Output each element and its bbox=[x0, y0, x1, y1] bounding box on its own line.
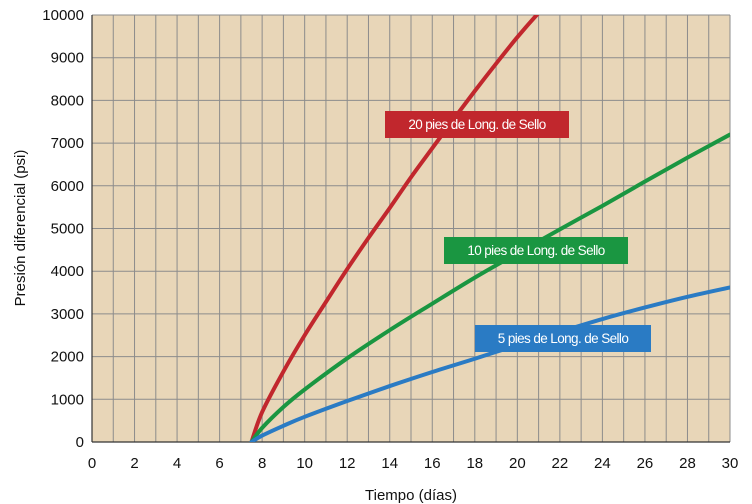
series-label-box bbox=[385, 111, 569, 138]
y-tick-label: 9000 bbox=[51, 50, 84, 67]
y-tick-label: 2000 bbox=[51, 349, 84, 366]
series-label-box bbox=[475, 325, 651, 352]
y-tick-label: 10000 bbox=[42, 7, 84, 24]
y-tick-label: 5000 bbox=[51, 221, 84, 238]
x-tick-label: 14 bbox=[381, 455, 398, 472]
series-label-box bbox=[444, 237, 628, 264]
y-tick-label: 3000 bbox=[51, 306, 84, 323]
x-tick-label: 20 bbox=[509, 455, 526, 472]
series-label-20ft: 20 pies de Long. de Sello bbox=[385, 111, 569, 138]
y-axis-ticks: 0 1000 2000 3000 4000 5000 6000 7000 8000 9000 100… bbox=[42, 7, 84, 451]
x-tick-label: 4 bbox=[173, 455, 181, 472]
x-tick-label: 28 bbox=[679, 455, 696, 472]
x-tick-label: 26 bbox=[637, 455, 654, 472]
series-lines bbox=[249, 15, 730, 442]
y-tick-label: 6000 bbox=[51, 178, 84, 195]
y-tick-label: 4000 bbox=[51, 263, 84, 280]
x-tick-label: 16 bbox=[424, 455, 441, 472]
x-tick-label: 8 bbox=[258, 455, 266, 472]
y-tick-label: 8000 bbox=[51, 92, 84, 109]
series-line-20ft bbox=[249, 15, 540, 442]
series-line-5ft bbox=[249, 285, 730, 442]
x-tick-label: 2 bbox=[130, 455, 138, 472]
x-tick-label: 24 bbox=[594, 455, 611, 472]
series-label-10ft: 10 pies de Long. de Sello bbox=[444, 237, 628, 264]
series-label-text: 5 pies de Long. de Sello bbox=[498, 331, 629, 346]
x-axis-ticks: 0 2 4 6 8 10 12 14 16 18 20 22 24 26 28 30 bbox=[88, 455, 739, 472]
series-line-10ft bbox=[249, 132, 730, 442]
y-tick-label: 0 bbox=[76, 434, 84, 451]
x-tick-label: 0 bbox=[88, 455, 96, 472]
y-tick-label: 1000 bbox=[51, 391, 84, 408]
series-label-text: 10 pies de Long. de Sello bbox=[467, 243, 604, 258]
series-labels: 20 pies de Long. de Sello 10 pies de Long… bbox=[385, 111, 651, 352]
x-tick-label: 18 bbox=[466, 455, 483, 472]
series-label-5ft: 5 pies de Long. de Sello bbox=[475, 325, 651, 352]
x-axis-title: Tiempo (días) bbox=[365, 487, 457, 504]
x-tick-label: 10 bbox=[296, 455, 313, 472]
x-tick-label: 12 bbox=[339, 455, 356, 472]
y-tick-label: 7000 bbox=[51, 135, 84, 152]
x-tick-label: 22 bbox=[552, 455, 569, 472]
x-tick-label: 30 bbox=[722, 455, 739, 472]
series-label-text: 20 pies de Long. de Sello bbox=[408, 117, 545, 132]
y-axis-title: Presión diferencial (psi) bbox=[12, 150, 29, 307]
x-tick-label: 6 bbox=[215, 455, 223, 472]
